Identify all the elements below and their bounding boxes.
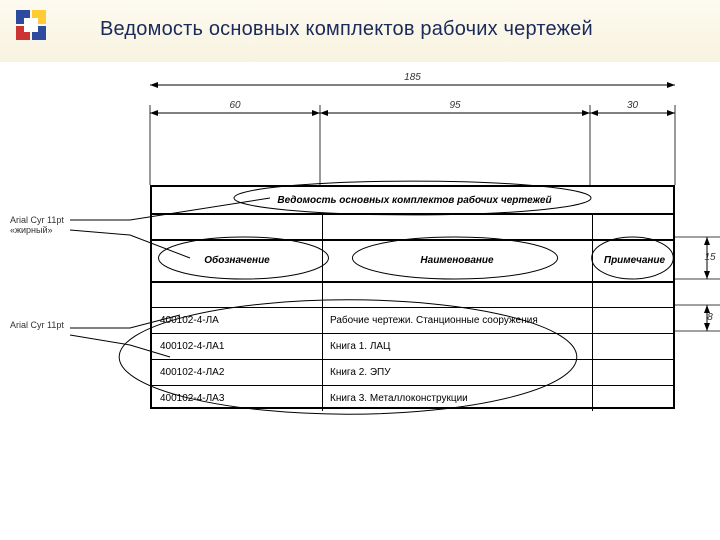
cell-r0-c3	[592, 307, 677, 333]
cell-r2-c1: 400102-4-ЛА2	[152, 359, 322, 385]
dim-col2: 95	[320, 100, 590, 111]
cell-r2-c2: Книга 2. ЭПУ	[322, 359, 592, 385]
dim-col1: 60	[150, 100, 320, 111]
table-header-col1: Обозначение	[152, 239, 322, 281]
table-caption: Ведомость основных комплектов рабочих че…	[152, 187, 677, 213]
cell-r1-c2: Книга 1. ЛАЦ	[322, 333, 592, 359]
cell-r3-c2: Книга 3. Металлоконструкции	[322, 385, 592, 411]
slide-logo	[14, 8, 56, 50]
cell-r0-c2: Рабочие чертежи. Станционные сооружения	[322, 307, 592, 333]
dim-row-h: 8	[700, 312, 720, 323]
spec-table: Ведомость основных комплектов рабочих че…	[150, 185, 675, 409]
dim-header-h: 15	[700, 252, 720, 263]
page-title: Ведомость основных комплектов рабочих че…	[100, 18, 593, 41]
font-note-bold: Arial Cyr 11pt «жирный»	[10, 215, 64, 235]
technical-diagram: 185 60 95 30 Arial Cyr 11pt «жирный» Ari…	[0, 70, 720, 540]
font-note-normal: Arial Cyr 11pt	[10, 320, 64, 330]
cell-r3-c3	[592, 385, 677, 411]
cell-r0-c1: 400102-4-ЛА	[152, 307, 322, 333]
cell-r1-c1: 400102-4-ЛА1	[152, 333, 322, 359]
cell-r3-c1: 400102-4-ЛА3	[152, 385, 322, 411]
dim-col3: 30	[590, 100, 675, 111]
dim-total: 185	[150, 72, 675, 83]
cell-r2-c3	[592, 359, 677, 385]
table-header-col2: Наименование	[322, 239, 592, 281]
table-header-col3: Примечание	[592, 239, 677, 281]
cell-r1-c3	[592, 333, 677, 359]
